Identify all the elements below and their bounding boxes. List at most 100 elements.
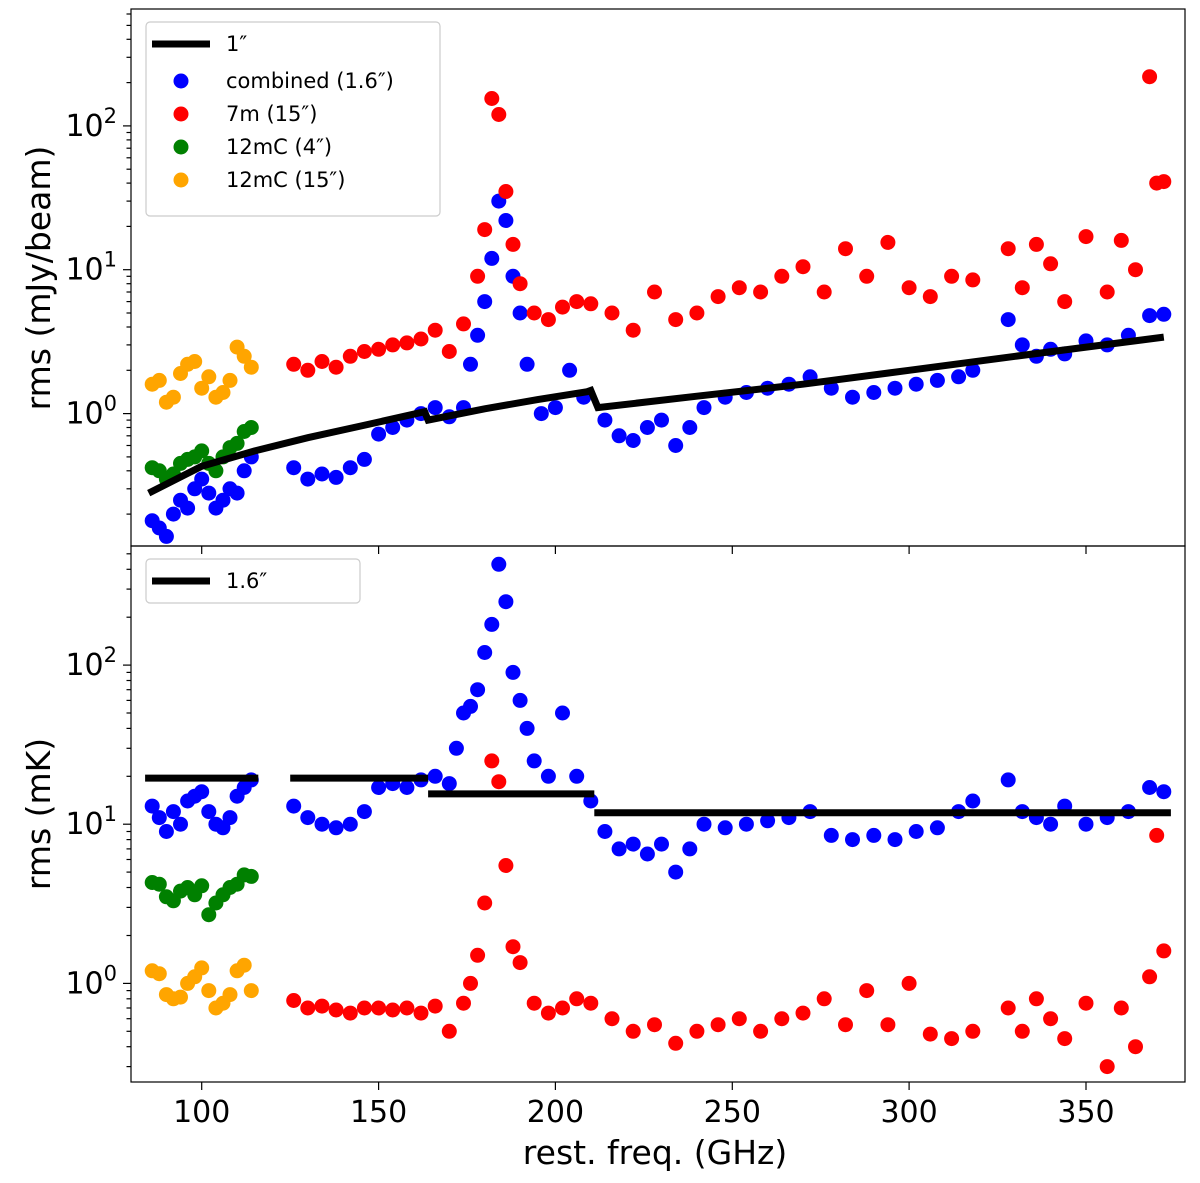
point-combined — [696, 816, 712, 832]
point-combined — [328, 820, 344, 836]
point-combined-1-6- — [498, 213, 514, 228]
point-combined-1-6- — [887, 380, 903, 396]
point-7m-15- — [1057, 294, 1073, 310]
point-12mc-15- — [194, 960, 210, 976]
bottom-legend: 1.6″ — [145, 558, 361, 604]
point-12mc-4- — [151, 876, 167, 892]
y-tick-label: 102 — [65, 104, 117, 144]
point-12mc-15- — [194, 380, 210, 396]
point-7m-15- — [880, 234, 896, 250]
point-7m-15- — [385, 337, 401, 353]
point-combined — [519, 720, 535, 736]
point-combined-1-6- — [463, 356, 478, 372]
point-combined-1-6- — [470, 327, 486, 343]
point-combined — [201, 804, 217, 820]
point-combined-1-6- — [484, 250, 500, 266]
point-combined — [151, 810, 167, 826]
point-combined-1-6- — [625, 433, 641, 448]
point-combined — [505, 664, 521, 680]
point-7m — [1113, 1000, 1129, 1016]
point-combined-1-6- — [611, 428, 627, 444]
point-combined-1-6- — [668, 438, 684, 453]
point-combined — [1043, 816, 1059, 832]
top-panel: 100 101 102 rms (mJy/beam) 1″ combined (1.6… — [19, 8, 1186, 554]
point-combined — [498, 594, 514, 610]
point-7m-15- — [774, 268, 790, 284]
point-7m-15- — [356, 344, 372, 359]
point-combined — [887, 832, 903, 848]
point-combined — [965, 793, 981, 809]
point-7m — [625, 1023, 641, 1039]
point-12mc-4- — [229, 435, 245, 451]
point-7m — [463, 975, 478, 991]
point-7m-15- — [399, 335, 415, 351]
point-7m — [944, 1031, 960, 1047]
point-12mc-4- — [208, 463, 224, 479]
legend-box — [145, 21, 441, 217]
point-7m-15- — [342, 348, 358, 364]
point-combined-1-6- — [371, 426, 387, 442]
point-7m — [441, 1023, 457, 1039]
point-combined-1-6- — [1014, 337, 1030, 353]
point-7m — [647, 1017, 662, 1033]
point-7m — [1142, 969, 1158, 985]
point-7m — [505, 939, 521, 955]
point-7m — [569, 991, 585, 1007]
point-7m-15- — [477, 222, 493, 238]
point-7m — [286, 993, 302, 1008]
point-7m-15- — [540, 312, 556, 328]
legend-label: 7m (15″) — [226, 102, 317, 126]
point-combined — [173, 816, 188, 832]
y-tick-label: 101 — [65, 802, 117, 842]
x-tick-label: 300 — [880, 1095, 937, 1130]
point-7m-15- — [922, 289, 938, 305]
point-combined — [717, 820, 733, 836]
point-combined-1-6- — [300, 471, 316, 487]
point-7m — [838, 1017, 853, 1033]
point-combined-1-6- — [929, 372, 945, 388]
top-line-layer — [147, 333, 1165, 497]
point-combined — [512, 692, 528, 708]
point-7m-15- — [1028, 236, 1044, 252]
bottom-panel: 100 101 102 100 150 200 250 300 350 rms (mK) re… — [19, 545, 1186, 1172]
point-12mc-4- — [201, 907, 217, 923]
point-combined-1-6- — [908, 376, 924, 392]
point-12mc-4- — [194, 878, 210, 894]
point-combined-1-6- — [682, 420, 698, 435]
point-combined-1-6- — [1000, 312, 1016, 328]
point-combined — [1078, 816, 1094, 832]
point-7m-15- — [505, 236, 521, 252]
point-combined — [526, 753, 542, 769]
point-7m — [1078, 995, 1094, 1011]
bottom-y-ticks: 100 101 102 — [65, 553, 131, 1068]
point-7m — [1149, 827, 1165, 843]
bottom-axes-frame — [130, 545, 1186, 1083]
legend-label: 12mC (4″) — [226, 135, 332, 159]
legend-label: 1.6″ — [226, 569, 267, 593]
point-7m-15- — [731, 280, 747, 296]
point-7m — [795, 1005, 811, 1021]
point-7m — [371, 1000, 387, 1016]
point-7m — [753, 1023, 769, 1039]
point-7m-15- — [859, 268, 875, 284]
point-12mc-15- — [201, 369, 217, 385]
x-tick-label: 150 — [350, 1095, 407, 1130]
point-7m — [604, 1011, 620, 1027]
point-combined — [491, 556, 507, 572]
point-7m — [710, 1017, 726, 1033]
legend-label: 12mC (15″) — [226, 168, 345, 192]
point-combined — [908, 824, 924, 839]
point-combined — [356, 804, 372, 820]
point-7m-15- — [456, 316, 471, 332]
point-combined — [682, 841, 698, 857]
point-7m — [1156, 943, 1172, 959]
point-7m-15- — [1142, 69, 1158, 85]
point-7m-15- — [901, 280, 917, 296]
point-combined-1-6- — [519, 356, 535, 372]
point-7m — [477, 895, 493, 911]
reference-line-segment — [147, 333, 1165, 497]
point-combined — [194, 784, 210, 800]
point-combined — [441, 776, 457, 792]
point-7m — [491, 774, 507, 790]
point-7m — [484, 753, 500, 769]
